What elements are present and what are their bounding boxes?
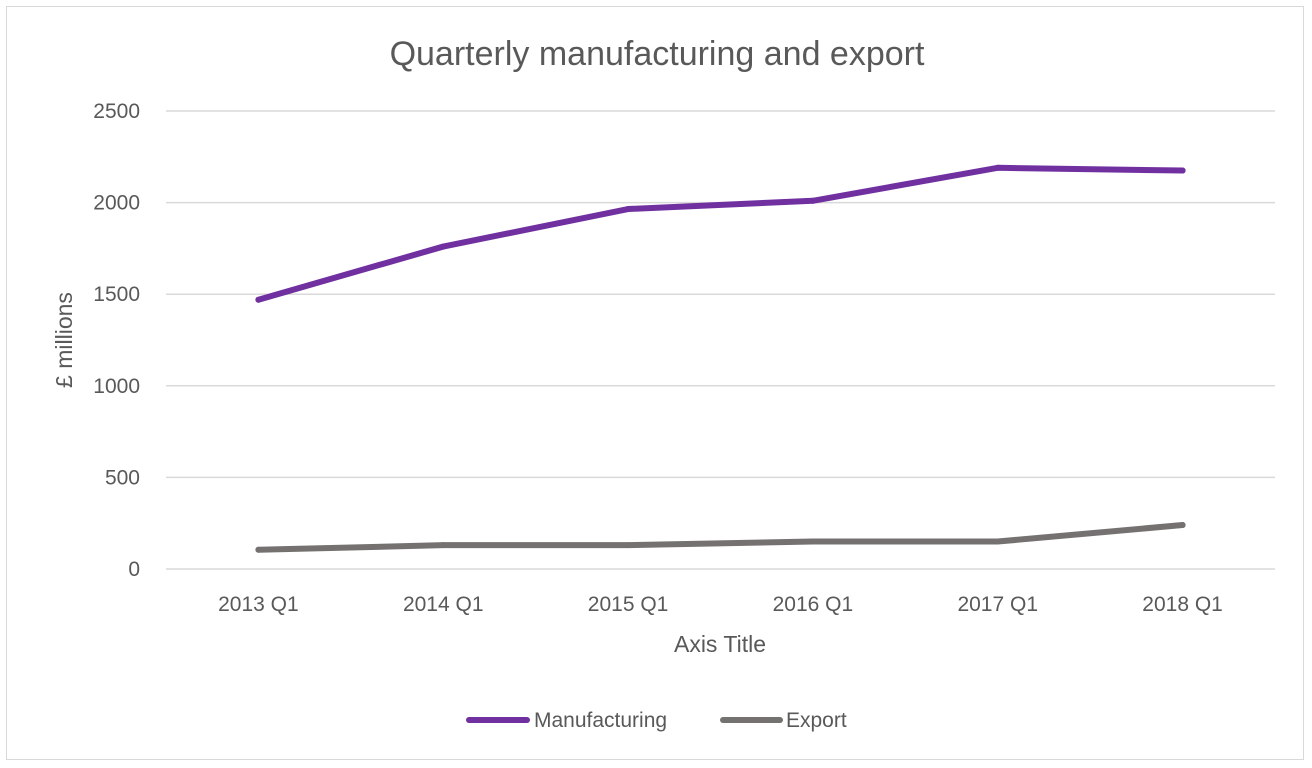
x-tick-label: 2014 Q1 (403, 593, 484, 616)
data-point (1179, 167, 1186, 174)
x-tick-label: 2018 Q1 (1142, 593, 1223, 616)
chart-frame (6, 6, 1304, 760)
data-point (625, 542, 632, 549)
data-point (809, 538, 816, 545)
series-line-export (255, 522, 1186, 553)
x-axis-title: Axis Title (674, 631, 766, 657)
x-tick-label: 2015 Q1 (588, 593, 669, 616)
data-point (994, 538, 1001, 545)
legend-label: Manufacturing (534, 709, 667, 732)
gridlines (166, 110, 1275, 570)
y-tick-label: 0 (128, 558, 140, 581)
data-point (440, 542, 447, 549)
legend: Manufacturing Export (466, 709, 847, 732)
x-tick-label: 2016 Q1 (773, 593, 854, 616)
data-point (255, 296, 262, 303)
y-axis-title: £ millions (51, 292, 77, 388)
data-point (1179, 522, 1186, 529)
data-point (255, 546, 262, 553)
y-axis-ticks: 0 500 1000 1500 2000 2500 (93, 100, 140, 581)
data-point (625, 206, 632, 213)
y-tick-label: 1500 (93, 283, 140, 306)
series-line-manufacturing (255, 164, 1186, 303)
data-point (994, 164, 1001, 171)
x-axis-ticks: 2013 Q1 2014 Q1 2015 Q1 2016 Q1 2017 Q1 2018 … (218, 593, 1223, 616)
chart-title: Quarterly manufacturing and export (390, 35, 925, 73)
y-tick-label: 500 (105, 466, 140, 489)
x-tick-label: 2017 Q1 (957, 593, 1038, 616)
y-tick-label: 2500 (93, 100, 140, 123)
legend-label: Export (786, 709, 847, 732)
y-tick-label: 2000 (93, 192, 140, 215)
data-point (809, 197, 816, 204)
y-tick-label: 1000 (93, 375, 140, 398)
data-point (440, 243, 447, 250)
x-tick-label: 2013 Q1 (218, 593, 299, 616)
series-lines (255, 164, 1186, 553)
